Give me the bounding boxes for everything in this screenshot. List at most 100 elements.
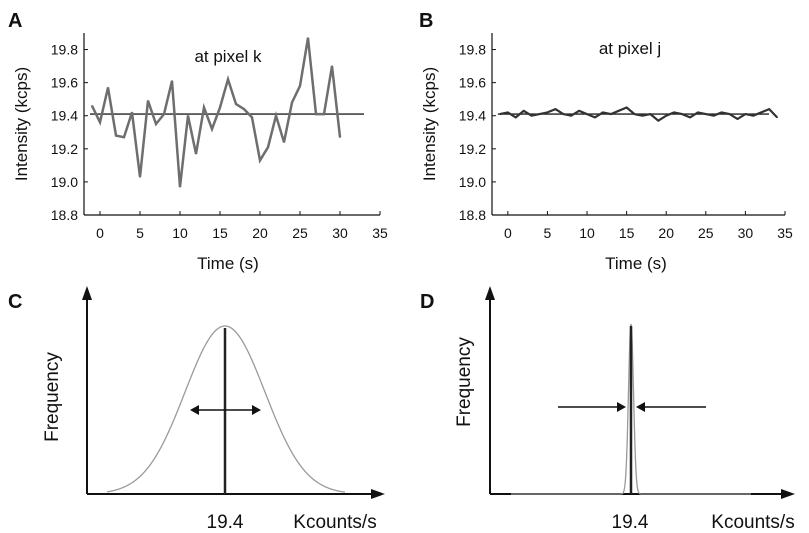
data-point — [155, 123, 157, 125]
y-tick-label: 19.2 — [51, 141, 78, 157]
x-axis-title: Kcounts/s — [293, 512, 376, 533]
data-point — [633, 113, 636, 115]
center-value-label: 19.4 — [612, 512, 649, 533]
y-tick-label: 19.0 — [51, 174, 78, 190]
x-tick-label: 5 — [136, 225, 144, 241]
width-arrows — [190, 405, 261, 415]
data-point — [752, 114, 755, 117]
annotation-pixel-j: at pixel j — [599, 39, 661, 58]
y-axis-title: Frequency — [454, 337, 475, 427]
data-point — [776, 116, 778, 119]
data-point — [275, 114, 277, 117]
data-point — [522, 109, 525, 112]
annotation-pixel-k: at pixel k — [194, 47, 262, 66]
data-point — [641, 114, 644, 117]
y-tick-label: 19.8 — [459, 42, 486, 58]
data-point — [538, 113, 541, 115]
x-tick-labels: 0 5 10 15 20 25 30 35 — [504, 211, 793, 241]
x-axis-title: Time (s) — [605, 254, 667, 273]
data-point — [665, 114, 668, 117]
data-point — [507, 111, 509, 114]
data-point — [123, 136, 125, 139]
data-point — [570, 114, 572, 117]
data-point — [744, 113, 747, 115]
y-tick-label: 19.4 — [51, 108, 78, 124]
x-tick-labels: 0 5 10 15 20 25 30 35 — [96, 211, 388, 241]
y-tick-label: 18.8 — [51, 207, 78, 223]
data-point — [499, 113, 501, 115]
data-point — [131, 111, 133, 114]
data-point — [339, 136, 341, 139]
data-point — [259, 159, 261, 162]
data-point — [625, 106, 628, 109]
x-tick-label: 25 — [698, 225, 714, 241]
y-tick-label: 19.6 — [459, 75, 486, 91]
panel-a: A 18.8 19.0 19.2 19.4 19.6 19.8 0 5 10 15 20 25 30 3… — [8, 10, 388, 273]
center-value-label: 19.4 — [207, 512, 244, 533]
panel-label-c: C — [8, 291, 22, 313]
data-point — [115, 134, 117, 137]
data-point — [171, 80, 173, 82]
data-point — [594, 116, 596, 119]
data-point — [681, 113, 683, 115]
panel-label-d: D — [420, 291, 434, 313]
data-point — [243, 108, 245, 110]
data-point — [697, 111, 699, 114]
panel-label-a: A — [8, 10, 22, 32]
x-tick-label: 15 — [619, 225, 635, 241]
series-line-b — [499, 106, 778, 122]
x-tick-label: 0 — [504, 225, 512, 241]
data-point — [673, 111, 675, 114]
y-tick-label: 18.8 — [459, 207, 486, 223]
data-point — [331, 65, 333, 67]
data-point — [291, 101, 293, 104]
data-point — [211, 128, 213, 130]
data-point — [649, 113, 652, 115]
y-axis-title: Intensity (kcps) — [420, 67, 439, 181]
data-point — [609, 113, 612, 115]
data-point — [760, 111, 763, 114]
width-arrows — [558, 402, 706, 412]
data-point — [728, 113, 731, 115]
data-point — [514, 116, 517, 119]
data-point — [187, 114, 189, 117]
data-point — [736, 118, 739, 120]
panel-label-b: B — [419, 10, 433, 32]
distribution-curve — [106, 325, 346, 493]
data-point — [91, 105, 93, 107]
series-line-a — [90, 37, 342, 188]
data-point — [299, 85, 301, 87]
data-point — [251, 116, 253, 119]
data-point — [768, 108, 770, 110]
y-axis-title: Frequency — [42, 352, 63, 442]
y-tick-labels: 18.8 19.0 19.2 19.4 19.6 19.8 — [51, 42, 88, 223]
data-point — [323, 113, 325, 115]
data-point — [602, 111, 604, 114]
data-point — [163, 113, 165, 115]
data-point — [139, 176, 141, 178]
distribution-curve — [511, 323, 751, 495]
data-point — [530, 114, 533, 117]
x-tick-label: 35 — [372, 225, 388, 241]
x-tick-label: 35 — [777, 225, 793, 241]
data-point — [315, 113, 317, 115]
x-axis-title: Kcounts/s — [711, 512, 794, 533]
y-tick-label: 19.0 — [459, 174, 486, 190]
x-axis-arrowhead — [371, 489, 385, 499]
arrowhead-left — [617, 402, 626, 412]
data-point — [562, 113, 565, 115]
data-points-b — [499, 106, 778, 122]
arrowhead-left — [190, 405, 199, 415]
x-tick-label: 5 — [544, 225, 552, 241]
panel-c: C Frequency 19.4 Kcounts/s — [8, 286, 385, 533]
data-point — [705, 113, 707, 115]
x-tick-label: 15 — [212, 225, 228, 241]
data-point — [689, 116, 691, 119]
x-axis-arrowhead — [781, 489, 795, 499]
data-points-a — [91, 37, 341, 188]
data-point — [179, 186, 181, 188]
data-point — [578, 109, 580, 112]
data-point — [617, 109, 620, 112]
data-point — [267, 146, 269, 148]
data-point — [720, 111, 723, 114]
